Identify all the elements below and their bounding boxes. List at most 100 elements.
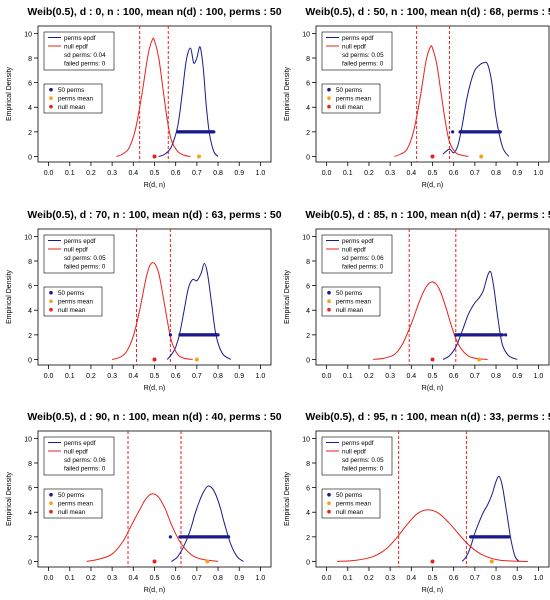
y-tick-label: 10 xyxy=(24,436,32,443)
legend-box xyxy=(43,31,115,71)
legend-item: 50 perms xyxy=(58,492,84,499)
legend-marker xyxy=(49,307,53,312)
legend-marker xyxy=(327,299,331,304)
perm-point xyxy=(212,130,216,134)
x-tick-label: 0.0 xyxy=(44,373,54,380)
perms-epdf-line xyxy=(158,46,219,157)
perms-mean-point xyxy=(196,154,201,159)
legend-item: perms epdf xyxy=(64,238,96,245)
x-tick-label: 0.4 xyxy=(406,170,416,177)
legend-item: sd perms: 0.06 xyxy=(342,255,384,262)
x-tick-label: 0.0 xyxy=(322,170,332,177)
y-tick-label: 4 xyxy=(28,308,32,315)
x-tick-label: 0.3 xyxy=(385,575,395,582)
x-tick-label: 0.6 xyxy=(171,170,181,177)
perm-point xyxy=(503,333,508,337)
legend-box xyxy=(321,234,393,274)
y-tick-label: 4 xyxy=(28,510,32,517)
x-tick-label: 0.9 xyxy=(234,170,244,177)
x-tick-label: 0.3 xyxy=(107,575,117,582)
null-mean-point xyxy=(152,559,157,564)
y-tick-label: 4 xyxy=(306,510,310,517)
legend-box xyxy=(43,436,115,476)
y-tick-label: 10 xyxy=(24,234,32,241)
x-tick-label: 0.0 xyxy=(322,575,332,582)
legend-item: null mean xyxy=(336,509,364,516)
y-tick-label: 10 xyxy=(302,436,310,443)
y-axis-label: Empirical Density xyxy=(6,471,13,526)
legend-item: null epdf xyxy=(342,449,366,456)
y-tick-label: 2 xyxy=(28,333,32,340)
legend-item: perms epdf xyxy=(342,440,374,447)
x-tick-label: 0.4 xyxy=(128,373,138,380)
perm-point xyxy=(168,535,172,539)
null-epdf-line xyxy=(86,493,219,562)
legend-item: null mean xyxy=(58,307,86,314)
legend-item: null mean xyxy=(336,104,364,111)
null-mean-point xyxy=(152,357,157,362)
y-axis-label: Empirical Density xyxy=(284,471,291,526)
y-axis-label: Empirical Density xyxy=(6,66,13,121)
x-tick-label: 0.5 xyxy=(428,575,438,582)
x-tick-label: 0.4 xyxy=(406,575,416,582)
legend-marker xyxy=(327,501,331,506)
x-tick-label: 0.3 xyxy=(385,373,395,380)
legend-marker xyxy=(327,492,331,497)
null-epdf-line xyxy=(337,509,528,562)
x-axis-label: R(d, n) xyxy=(422,385,443,392)
x-axis-label: R(d, n) xyxy=(144,182,165,189)
x-tick-label: 0.8 xyxy=(213,170,223,177)
legend-marker xyxy=(49,501,53,506)
x-tick-label: 0.6 xyxy=(449,170,459,177)
null-mean-point xyxy=(152,154,157,159)
y-tick-label: 6 xyxy=(28,486,32,493)
y-tick-label: 10 xyxy=(24,31,32,38)
x-tick-label: 0.0 xyxy=(44,575,54,582)
x-tick-label: 0.1 xyxy=(65,170,75,177)
x-tick-label: 0.7 xyxy=(192,170,202,177)
x-tick-label: 0.7 xyxy=(470,575,480,582)
legend-marker xyxy=(49,87,53,92)
null-epdf-line xyxy=(116,37,191,157)
null-mean-point xyxy=(430,154,435,159)
y-tick-label: 8 xyxy=(28,461,32,468)
x-axis-label: R(d, n) xyxy=(144,587,165,594)
perm-point xyxy=(451,130,455,134)
x-tick-label: 0.6 xyxy=(449,373,459,380)
x-tick-label: 1.0 xyxy=(256,170,266,177)
y-tick-label: 10 xyxy=(302,31,310,38)
x-tick-label: 0.5 xyxy=(428,170,438,177)
legend-marker xyxy=(327,104,331,109)
chart-panel-1: Weib(0.5), d : 0, n : 100, mean n(d) : 1… xyxy=(6,6,282,189)
x-tick-label: 0.2 xyxy=(364,170,374,177)
y-tick-label: 6 xyxy=(28,284,32,291)
x-tick-label: 0.8 xyxy=(213,373,223,380)
chart-title: Weib(0.5), d : 70, n : 100, mean n(d) : … xyxy=(27,209,281,221)
legend-item: null epdf xyxy=(64,247,88,254)
y-tick-label: 2 xyxy=(306,535,310,542)
legend-marker xyxy=(49,299,53,304)
x-tick-label: 0.1 xyxy=(65,575,75,582)
legend-item: sd perms: 0.05 xyxy=(342,457,384,464)
legend-box xyxy=(321,83,381,114)
legend-box xyxy=(43,488,103,519)
chart-panel-3: Weib(0.5), d : 70, n : 100, mean n(d) : … xyxy=(6,209,282,392)
null-epdf-line xyxy=(373,281,488,360)
null-mean-point xyxy=(430,559,435,564)
y-tick-label: 4 xyxy=(28,105,32,112)
null-epdf-line xyxy=(394,45,469,157)
perms-mean-point xyxy=(205,559,210,564)
x-tick-label: 0.8 xyxy=(491,170,501,177)
legend-item: failed perms: 0 xyxy=(64,466,106,473)
legend-marker xyxy=(49,509,53,514)
x-tick-label: 0.1 xyxy=(343,170,353,177)
chart-panel-4: Weib(0.5), d : 85, n : 100, mean n(d) : … xyxy=(284,209,550,392)
legend-item: perms epdf xyxy=(342,238,374,245)
legend-box xyxy=(321,488,381,519)
y-tick-label: 8 xyxy=(306,461,310,468)
legend-marker xyxy=(327,96,331,100)
legend-item: sd perms: 0.05 xyxy=(342,52,384,59)
x-tick-label: 1.0 xyxy=(256,575,266,582)
x-axis-label: R(d, n) xyxy=(144,385,165,392)
legend-item: perms mean xyxy=(336,96,371,103)
